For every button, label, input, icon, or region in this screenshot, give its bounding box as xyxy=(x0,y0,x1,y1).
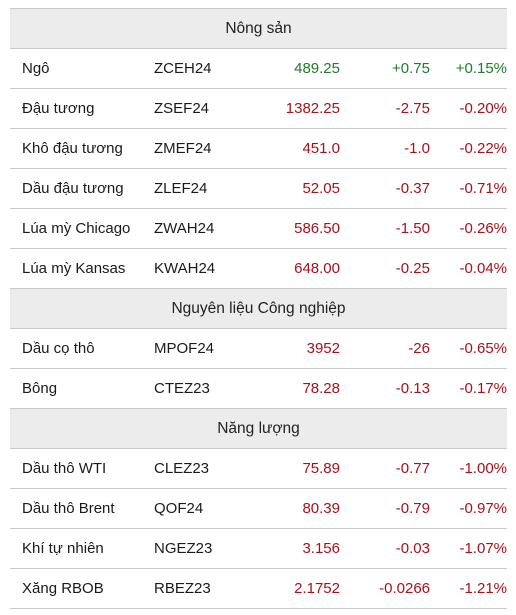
contract-code: CTEZ23 xyxy=(154,380,210,397)
commodity-name: Bông xyxy=(22,380,58,397)
commodity-name: Đậu tương xyxy=(22,100,95,117)
price: 451.0 xyxy=(302,140,340,157)
contract-code: NGEZ23 xyxy=(154,540,213,557)
change-percent: -0.97% xyxy=(459,500,507,517)
change: +0.75 xyxy=(392,60,430,77)
change-percent: -0.04% xyxy=(459,260,507,277)
price: 3.156 xyxy=(302,540,340,557)
commodity-name: Ngô xyxy=(22,60,50,77)
price: 75.89 xyxy=(302,460,340,477)
section-title: Năng lượng xyxy=(217,419,300,437)
section-title: Nông sản xyxy=(225,19,292,37)
change: -0.37 xyxy=(395,180,430,197)
change: -1.50 xyxy=(395,220,430,237)
price: 80.39 xyxy=(302,500,340,517)
change-percent: -0.65% xyxy=(459,340,507,357)
change: -0.13 xyxy=(395,380,430,397)
change-percent: -1.07% xyxy=(459,540,507,557)
price: 586.50 xyxy=(294,220,340,237)
change: -1.0 xyxy=(404,140,430,157)
price: 648.00 xyxy=(294,260,340,277)
section-header-agriculture: Nông sản xyxy=(10,9,507,49)
commodity-name: Khí tự nhiên xyxy=(22,540,104,557)
contract-code: ZLEF24 xyxy=(154,180,208,197)
change-percent: -0.17% xyxy=(459,380,507,397)
change-percent: -0.26% xyxy=(459,220,507,237)
price: 78.28 xyxy=(302,380,340,397)
table-row: Dầu đậu tương ZLEF24 52.05 -0.37 -0.71% xyxy=(10,169,507,209)
commodity-name: Lúa mỳ Chicago xyxy=(22,220,131,237)
change: -0.0266 xyxy=(379,580,430,597)
table-row: Khô đậu tương ZMEF24 451.0 -1.0 -0.22% xyxy=(10,129,507,169)
table-row: Bông CTEZ23 78.28 -0.13 -0.17% xyxy=(10,369,507,409)
change-percent: -0.20% xyxy=(459,100,507,117)
table-row: Đậu tương ZSEF24 1382.25 -2.75 -0.20% xyxy=(10,89,507,129)
change-percent: -0.22% xyxy=(459,140,507,157)
commodity-name: Dầu cọ thô xyxy=(22,340,95,357)
price: 2.1752 xyxy=(294,580,340,597)
commodity-name: Dầu thô Brent xyxy=(22,500,115,517)
price: 52.05 xyxy=(302,180,340,197)
change-percent: -1.00% xyxy=(459,460,507,477)
change: -0.25 xyxy=(395,260,430,277)
change: -26 xyxy=(408,340,430,357)
commodity-name: Lúa mỳ Kansas xyxy=(22,260,126,277)
section-header-energy: Năng lượng xyxy=(10,409,507,449)
table-row: Lúa mỳ Chicago ZWAH24 586.50 -1.50 -0.26… xyxy=(10,209,507,249)
change: -0.03 xyxy=(395,540,430,557)
table-row: Khí tự nhiên NGEZ23 3.156 -0.03 -1.07% xyxy=(10,529,507,569)
table-row: Lúa mỳ Kansas KWAH24 648.00 -0.25 -0.04% xyxy=(10,249,507,289)
table-row: Dầu thô WTI CLEZ23 75.89 -0.77 -1.00% xyxy=(10,449,507,489)
change-percent: -0.71% xyxy=(459,180,507,197)
commodity-price-table: Nông sản Ngô ZCEH24 489.25 +0.75 +0.15% … xyxy=(10,8,507,609)
change-percent: +0.15% xyxy=(455,60,507,77)
table-row: Dầu thô Brent QOF24 80.39 -0.79 -0.97% xyxy=(10,489,507,529)
section-header-industrial: Nguyên liệu Công nghiệp xyxy=(10,289,507,329)
contract-code: RBEZ23 xyxy=(154,580,211,597)
commodity-name: Xăng RBOB xyxy=(22,580,104,597)
contract-code: ZCEH24 xyxy=(154,60,212,77)
change: -0.77 xyxy=(395,460,430,477)
change: -2.75 xyxy=(395,100,430,117)
price: 3952 xyxy=(306,340,340,357)
commodity-name: Dầu đậu tương xyxy=(22,180,124,197)
change-percent: -1.21% xyxy=(459,580,507,597)
contract-code: MPOF24 xyxy=(154,340,215,357)
contract-code: KWAH24 xyxy=(154,260,216,277)
contract-code: CLEZ23 xyxy=(154,460,210,477)
contract-code: ZWAH24 xyxy=(154,220,215,237)
section-title: Nguyên liệu Công nghiệp xyxy=(171,299,346,317)
contract-code: ZMEF24 xyxy=(154,140,212,157)
table-row: Xăng RBOB RBEZ23 2.1752 -0.0266 -1.21% xyxy=(10,569,507,609)
contract-code: ZSEF24 xyxy=(154,100,210,117)
table-row: Dầu cọ thô MPOF24 3952 -26 -0.65% xyxy=(10,329,507,369)
price: 489.25 xyxy=(294,60,340,77)
table-row: Ngô ZCEH24 489.25 +0.75 +0.15% xyxy=(10,49,507,89)
contract-code: QOF24 xyxy=(154,500,204,517)
commodity-name: Dầu thô WTI xyxy=(22,460,107,477)
commodity-name: Khô đậu tương xyxy=(22,140,123,157)
price: 1382.25 xyxy=(285,100,340,117)
change: -0.79 xyxy=(395,500,430,517)
